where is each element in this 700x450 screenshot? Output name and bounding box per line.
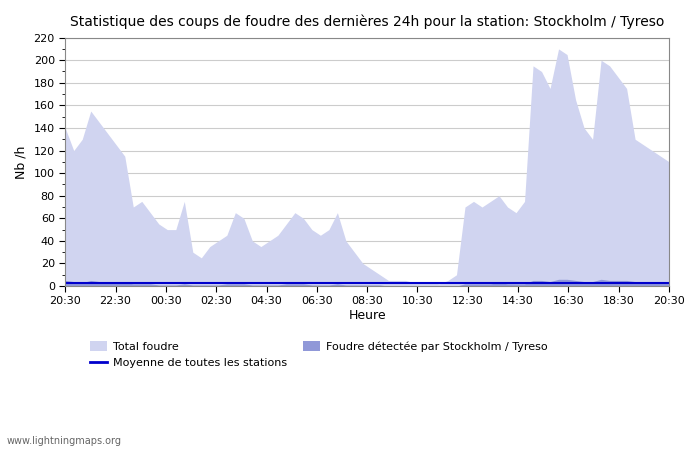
Title: Statistique des coups de foudre des dernières 24h pour la station: Stockholm / T: Statistique des coups de foudre des dern… xyxy=(70,15,664,30)
Y-axis label: Nb /h: Nb /h xyxy=(15,145,28,179)
Legend: Total foudre, Moyenne de toutes les stations, Foudre détectée par Stockholm / Ty: Total foudre, Moyenne de toutes les stat… xyxy=(86,336,552,372)
Text: www.lightningmaps.org: www.lightningmaps.org xyxy=(7,436,122,446)
X-axis label: Heure: Heure xyxy=(349,309,386,322)
